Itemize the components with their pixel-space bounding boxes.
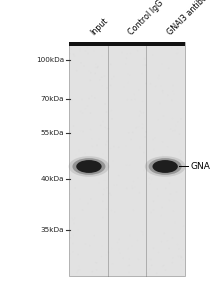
Ellipse shape xyxy=(144,136,146,138)
Ellipse shape xyxy=(73,53,74,55)
Text: 55kDa: 55kDa xyxy=(41,130,64,136)
Ellipse shape xyxy=(163,232,165,234)
Ellipse shape xyxy=(100,124,101,126)
Ellipse shape xyxy=(151,265,152,266)
Ellipse shape xyxy=(82,209,84,211)
Ellipse shape xyxy=(97,65,99,67)
Ellipse shape xyxy=(137,50,138,52)
Ellipse shape xyxy=(89,80,91,81)
Ellipse shape xyxy=(90,72,92,74)
Ellipse shape xyxy=(110,85,112,86)
Ellipse shape xyxy=(109,192,110,194)
Ellipse shape xyxy=(132,132,134,134)
Ellipse shape xyxy=(145,82,147,84)
Ellipse shape xyxy=(94,97,96,99)
Ellipse shape xyxy=(152,139,154,140)
Ellipse shape xyxy=(118,238,120,240)
Ellipse shape xyxy=(162,90,163,92)
Text: Input: Input xyxy=(89,16,110,38)
Ellipse shape xyxy=(73,125,75,127)
Ellipse shape xyxy=(102,194,104,195)
Ellipse shape xyxy=(96,144,98,146)
Ellipse shape xyxy=(76,160,102,173)
Text: 100kDa: 100kDa xyxy=(36,56,64,63)
Text: GNAI3 antibody: GNAI3 antibody xyxy=(165,0,210,38)
Ellipse shape xyxy=(180,118,182,120)
Ellipse shape xyxy=(94,72,96,74)
Text: 70kDa: 70kDa xyxy=(41,96,64,102)
Ellipse shape xyxy=(159,44,160,46)
Ellipse shape xyxy=(105,144,107,146)
Ellipse shape xyxy=(96,67,98,69)
Ellipse shape xyxy=(90,198,92,200)
Ellipse shape xyxy=(97,165,98,167)
Ellipse shape xyxy=(72,158,105,175)
Ellipse shape xyxy=(101,76,102,78)
Ellipse shape xyxy=(161,206,163,208)
Ellipse shape xyxy=(118,146,119,148)
Ellipse shape xyxy=(70,48,72,50)
Text: Control IgG: Control IgG xyxy=(127,0,165,38)
Ellipse shape xyxy=(74,187,76,189)
Ellipse shape xyxy=(96,262,98,264)
Ellipse shape xyxy=(91,271,93,273)
Ellipse shape xyxy=(80,62,82,64)
Text: 40kDa: 40kDa xyxy=(41,176,64,182)
Ellipse shape xyxy=(90,112,91,114)
Ellipse shape xyxy=(111,118,113,120)
Ellipse shape xyxy=(145,64,146,66)
Bar xyxy=(69,42,185,46)
Ellipse shape xyxy=(169,170,171,172)
Ellipse shape xyxy=(148,177,150,179)
Ellipse shape xyxy=(153,200,154,202)
Ellipse shape xyxy=(156,273,158,274)
Ellipse shape xyxy=(145,131,147,133)
Ellipse shape xyxy=(110,64,112,65)
Ellipse shape xyxy=(152,160,178,173)
Ellipse shape xyxy=(104,103,106,105)
Bar xyxy=(69,42,185,276)
Ellipse shape xyxy=(149,158,182,175)
Ellipse shape xyxy=(168,248,170,249)
Ellipse shape xyxy=(150,83,151,85)
Ellipse shape xyxy=(145,156,185,177)
Ellipse shape xyxy=(88,98,90,100)
Ellipse shape xyxy=(106,111,108,113)
Text: GNAI3: GNAI3 xyxy=(190,162,210,171)
Text: 35kDa: 35kDa xyxy=(41,227,64,233)
Ellipse shape xyxy=(93,235,95,237)
Ellipse shape xyxy=(69,156,109,177)
